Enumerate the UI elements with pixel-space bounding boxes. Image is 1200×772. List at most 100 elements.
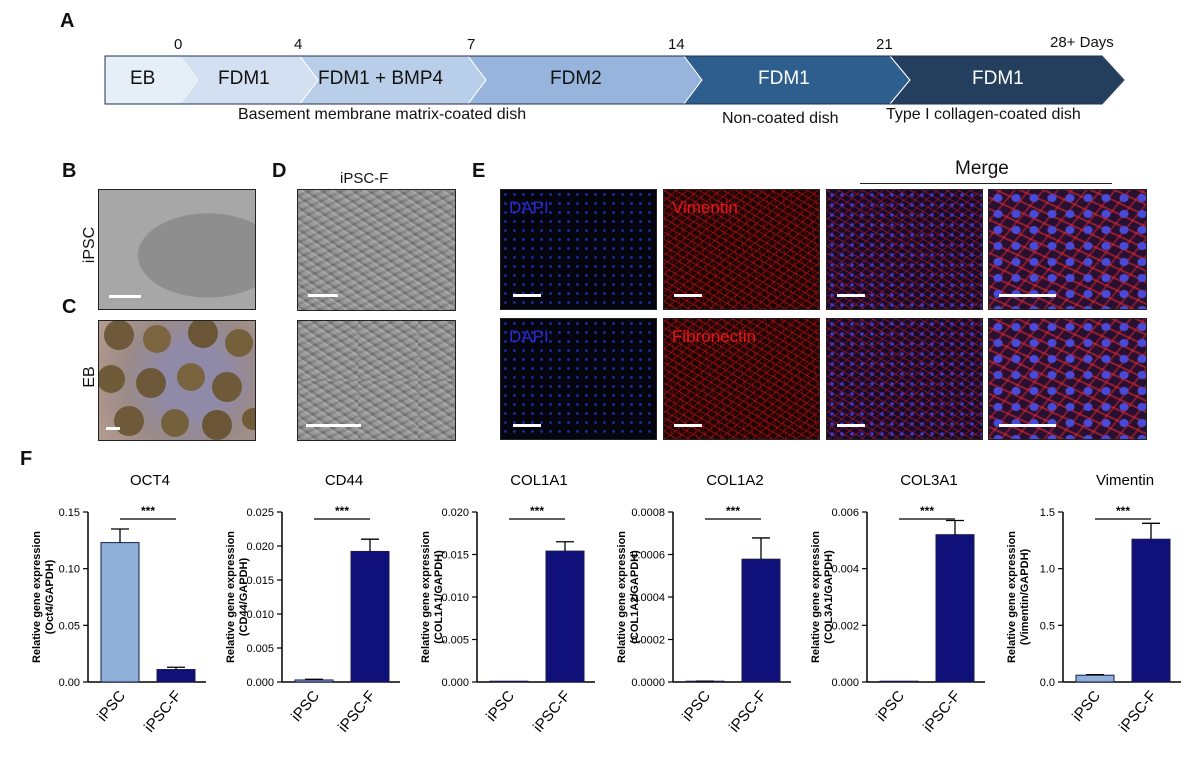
significance-label: *** (726, 504, 740, 518)
vimentin-merge-zoom-panel (988, 189, 1147, 310)
day-21: 21 (876, 36, 893, 53)
fibronectin-merge-zoom-panel (988, 318, 1147, 440)
stage-label-eb: EB (130, 68, 156, 89)
chart-title: COL1A1 (510, 472, 568, 489)
y-axis-label: Relative gene expression (31, 531, 43, 663)
panel-letter-f: F (20, 448, 33, 470)
x-tick-label: iPSC (483, 688, 518, 725)
timeline-arrows (104, 55, 1125, 105)
row-label-eb: EB (81, 366, 98, 388)
x-tick-label: iPSC-F (141, 688, 185, 736)
significance-label: *** (335, 504, 349, 518)
y-tick-label: 0.0006 (631, 550, 665, 562)
y-tick-label: 0.015 (246, 575, 274, 587)
y-axis-label: Relative gene expression (1006, 531, 1018, 663)
bar-ipsc-f (1131, 538, 1171, 683)
y-tick-label: 0.002 (831, 620, 859, 632)
scale-bar (513, 294, 541, 297)
y-tick-label: 0.000 (831, 677, 859, 689)
y-tick-label: 0.020 (441, 507, 469, 519)
x-tick-label: iPSC-F (920, 688, 964, 736)
x-tick-label: iPSC (679, 688, 714, 725)
y-axis-label: (COL3A1/GAPDH) (823, 550, 835, 644)
stage-label-fdm2: FDM2 (550, 68, 602, 89)
bar-ipsc-f (741, 558, 781, 683)
ipscf-title: iPSC-F (340, 170, 389, 187)
scale-bar (837, 424, 865, 427)
day-28-plus: 28+ Days (1050, 34, 1114, 51)
bar-ipsc-f (545, 550, 585, 683)
day-7: 7 (467, 36, 476, 53)
fibronectin-merge-panel (826, 318, 983, 440)
y-tick-label: 0.020 (246, 541, 274, 553)
dish-label-noncoated: Non-coated dish (722, 110, 839, 127)
panel-letter-d: D (272, 160, 287, 182)
y-tick-label: 0.015 (441, 550, 469, 562)
y-tick-label: 0.000 (246, 677, 274, 689)
x-tick-label: iPSC (288, 688, 323, 725)
y-tick-label: 0.0004 (631, 592, 665, 604)
fibronectin-label: Fibronectin (672, 327, 757, 346)
chart-title: Vimentin (1096, 472, 1154, 489)
bar-ipsc (100, 542, 140, 683)
stage-label-fdm1-late: FDM1 (758, 68, 810, 89)
significance-label: *** (920, 504, 934, 518)
significance-label: *** (1116, 504, 1130, 518)
panel-letter-a: A (60, 10, 75, 32)
y-tick-label: 0.000 (441, 677, 469, 689)
y-tick-label: 0.025 (246, 507, 274, 519)
dapi-label: DAPI (509, 327, 549, 346)
bar-ipsc (294, 679, 334, 683)
x-tick-label: iPSC-F (530, 688, 574, 736)
chart-title: COL1A2 (706, 472, 764, 489)
x-tick-label: iPSC-F (726, 688, 770, 736)
ipsc-micrograph (98, 189, 256, 310)
y-axis-label: (CD44/GAPDH) (238, 558, 250, 637)
dapi-label: DAPI (509, 198, 549, 217)
scale-bar (999, 294, 1056, 297)
y-tick-label: 0.0000 (631, 677, 665, 689)
row-label-ipsc: iPSC (81, 226, 98, 264)
x-tick-label: iPSC (1069, 688, 1104, 725)
vimentin-panel: Vimentin (663, 189, 820, 310)
y-axis-label: Relative gene expression (420, 531, 432, 663)
chart-title: COL3A1 (900, 472, 958, 489)
merge-bracket (860, 183, 1112, 184)
x-tick-label: iPSC (94, 688, 129, 725)
y-tick-label: 0.0 (1040, 677, 1055, 689)
y-axis-label: Relative gene expression (225, 531, 237, 663)
y-tick-label: 0.5 (1040, 620, 1055, 632)
scale-bar (109, 295, 141, 298)
bar-ipsc (1075, 674, 1115, 683)
dish-label-basement: Basement membrane matrix-coated dish (238, 106, 527, 123)
scale-bar (999, 424, 1056, 427)
y-tick-label: 0.010 (246, 609, 274, 621)
bar-ipsc (489, 680, 529, 683)
scale-bar (513, 424, 541, 427)
x-tick-label: iPSC (873, 688, 908, 725)
bar-ipsc (879, 680, 919, 683)
y-tick-label: 0.006 (831, 507, 859, 519)
dapi-vimentin-panel: DAPI (500, 189, 657, 310)
panel-letter-b: B (62, 160, 77, 182)
day-0: 0 (174, 36, 183, 53)
scale-bar (308, 294, 338, 297)
merge-title: Merge (955, 158, 1009, 179)
scale-bar (306, 424, 361, 427)
eb-spheroids (99, 321, 255, 440)
y-tick-label: 0.10 (59, 564, 80, 576)
panel-letter-e: E (472, 160, 486, 182)
scale-bar (674, 424, 702, 427)
bar-ipsc-f (156, 669, 196, 683)
scale-bar (106, 427, 120, 430)
y-axis-label: (COL1A2/GAPDH) (629, 550, 641, 644)
y-axis-label: (COL1A1/GAPDH) (433, 550, 445, 644)
day-14: 14 (668, 36, 685, 53)
significance-label: *** (530, 504, 544, 518)
vimentin-merge-panel (826, 189, 983, 310)
ipscf-micrograph-low (297, 189, 456, 311)
chart-title: OCT4 (130, 472, 170, 489)
y-axis-label: Relative gene expression (810, 531, 822, 663)
bar-ipsc-f (935, 534, 975, 683)
stage-label-fdm1: FDM1 (218, 68, 270, 89)
